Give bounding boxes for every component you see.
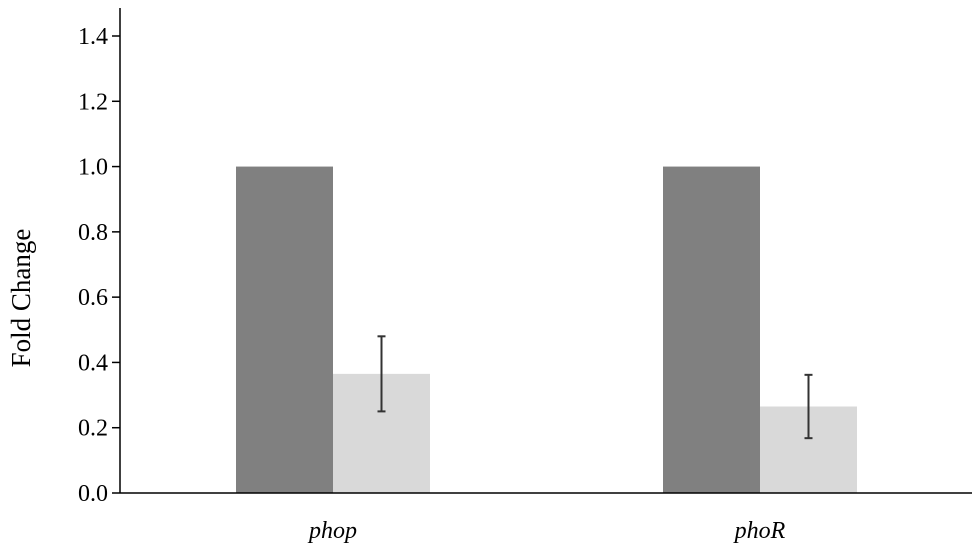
bar-phoR-series-1 xyxy=(663,166,760,494)
bars xyxy=(236,166,857,494)
y-tick-label: 0.4 xyxy=(78,350,108,376)
y-tick-label: 0.8 xyxy=(78,220,108,246)
y-axis-ticks: 0.0 0.2 0.4 0.6 0.8 1.0 1.2 1.4 xyxy=(78,24,120,507)
y-tick-label: 0.0 xyxy=(78,481,108,507)
error-bars xyxy=(377,335,813,440)
x-axis-labels: phop phoR xyxy=(307,518,786,544)
x-category-label: phop xyxy=(307,518,357,544)
x-category-label: phoR xyxy=(733,518,786,544)
y-tick-label: 1.2 xyxy=(78,89,108,115)
y-tick-label: 1.4 xyxy=(78,24,108,50)
y-axis-title: Fold Change xyxy=(6,229,36,368)
y-tick-label: 0.2 xyxy=(78,416,108,442)
bar-phop-series-1 xyxy=(236,166,333,494)
y-tick-label: 0.6 xyxy=(78,285,108,311)
y-tick-label: 1.0 xyxy=(78,155,108,181)
